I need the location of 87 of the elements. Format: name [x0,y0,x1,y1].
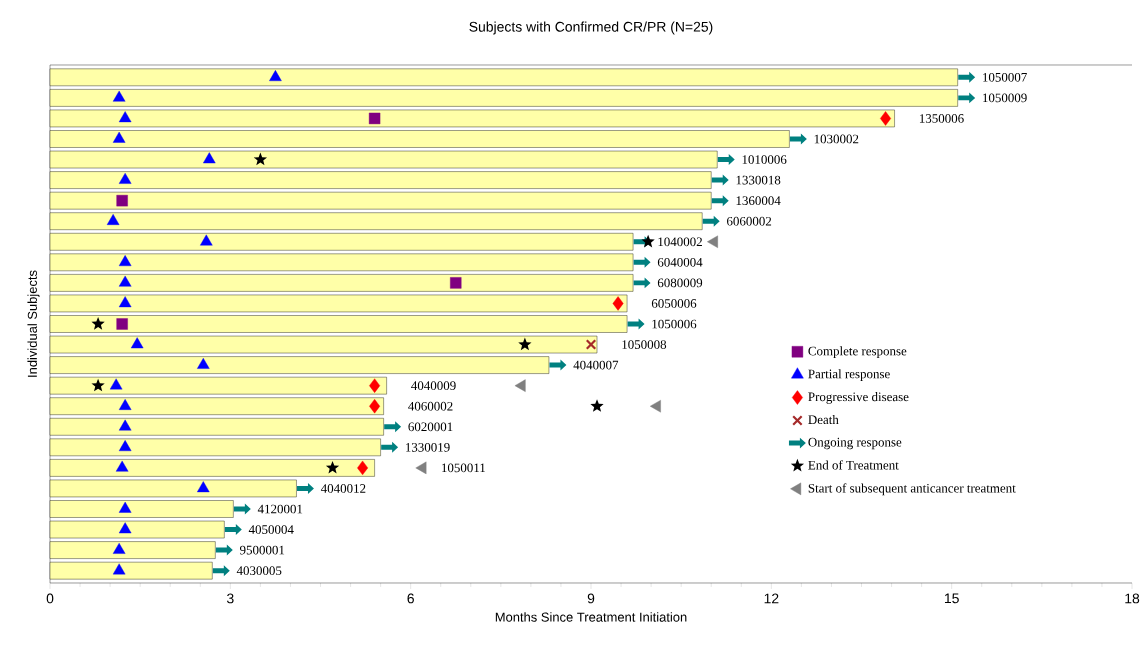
x-tick-label: 18 [1125,593,1140,604]
y-tick-label: 4040012 [320,484,366,493]
y-tick-label: 6050006 [651,299,697,308]
point [590,399,604,412]
legend-label: Progressive disease [808,392,909,404]
x-tick-label: 0 [46,593,54,604]
point [112,542,126,554]
legend-label: Complete response [808,346,907,359]
point [641,234,655,248]
y-tick-label: 4050004 [248,525,294,534]
point [197,357,210,369]
point [130,337,144,349]
point [106,214,120,225]
point [116,194,128,207]
y-tick-label: 1330019 [406,442,450,452]
point [585,339,597,350]
x-tick-label: 9 [587,593,595,604]
y-tick-label: 9500001 [239,545,285,555]
point [118,522,132,534]
point [325,460,340,474]
point [200,234,213,246]
y-axis-title: Individual Subjects [27,270,40,377]
y-tick-label: 1030002 [814,134,859,144]
point [118,501,132,513]
x-tick-label: 15 [944,593,959,604]
y-tick-label: 4120001 [257,504,303,514]
point [118,440,132,452]
point [415,461,427,475]
point [203,152,216,164]
point [112,131,126,143]
y-tick-label: 1350006 [919,114,964,123]
y-tick-label: 4060002 [408,401,453,411]
y-tick-label: 4040007 [573,360,619,370]
y-tick-label: 1050011 [442,463,486,473]
legend-label: Start of subsequent anticancer treatment [808,483,1016,496]
point [109,378,123,390]
y-tick-label: 6060002 [727,216,772,226]
legend-label: End of Treatment [808,460,899,470]
y-tick-label: 1010006 [742,155,787,164]
legend-label: Partial response [808,369,890,381]
x-tick-label: 6 [407,593,414,604]
y-tick-label: 4040009 [411,381,456,391]
point [518,337,532,351]
point [118,172,132,184]
point [118,419,132,431]
point [450,277,462,289]
y-tick-label: 1360004 [736,196,781,206]
y-tick-label: 1050009 [983,93,1027,103]
y-tick-label: 1330018 [736,175,781,185]
point [369,399,381,414]
point [357,460,369,476]
point [369,378,381,393]
point [269,70,282,82]
point [253,152,268,166]
point [116,318,128,330]
y-tick-label: 1050007 [983,72,1027,82]
y-tick-label: 6040004 [657,257,703,267]
y-tick-label: 1050006 [652,319,697,329]
point [91,378,105,392]
x-axis-title: Months Since Treatment Initiation [495,612,687,622]
point [514,379,526,392]
x-tick-label: 12 [764,593,779,604]
legend-label: Ongoing response [808,437,902,450]
x-tick-label: 3 [227,593,234,604]
point [118,255,132,267]
point [612,296,624,311]
point [880,111,891,126]
point [118,111,132,123]
point [115,460,129,472]
point [297,482,314,494]
point [91,317,105,330]
y-tick-label: 1040002 [658,237,702,247]
point [649,399,661,413]
y-tick-label: 6080009 [657,278,703,288]
legend-label: Death [808,414,839,425]
y-tick-label: 4030005 [236,566,282,576]
point [112,90,126,102]
chart-title: Subjects with Confirmed CR/PR (N=25) [469,21,713,35]
y-tick-label: 6020001 [408,422,453,432]
y-tick-label: 1050008 [622,340,667,349]
point [118,399,132,410]
point [197,481,210,493]
point [118,296,132,308]
point [707,235,718,249]
point [118,275,132,287]
point [112,563,126,575]
point [368,112,381,125]
